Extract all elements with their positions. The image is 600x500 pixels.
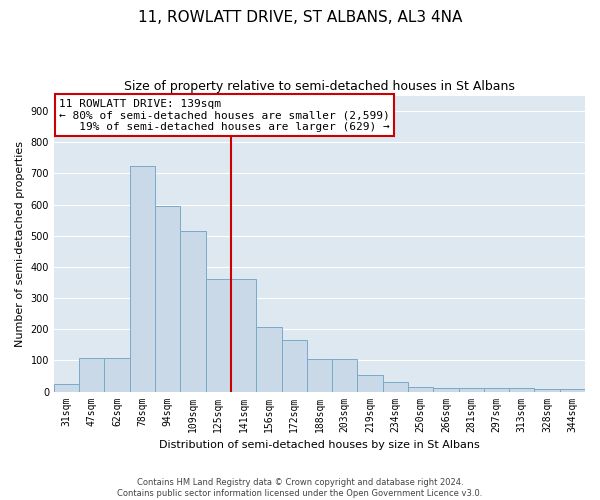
Bar [231,280,256,392]
Bar [433,388,458,392]
Bar [206,280,231,392]
Bar [358,376,383,392]
Bar [509,388,535,392]
Bar [383,382,408,392]
Bar [484,388,509,392]
Bar [256,326,281,392]
Bar [332,360,358,392]
Text: 11, ROWLATT DRIVE, ST ALBANS, AL3 4NA: 11, ROWLATT DRIVE, ST ALBANS, AL3 4NA [138,10,462,25]
Bar [535,390,560,392]
Y-axis label: Number of semi-detached properties: Number of semi-detached properties [15,140,25,346]
Bar [54,384,79,392]
Text: 11 ROWLATT DRIVE: 139sqm
← 80% of semi-detached houses are smaller (2,599)
   19: 11 ROWLATT DRIVE: 139sqm ← 80% of semi-d… [59,98,390,132]
X-axis label: Distribution of semi-detached houses by size in St Albans: Distribution of semi-detached houses by … [159,440,480,450]
Bar [281,340,307,392]
Text: Contains HM Land Registry data © Crown copyright and database right 2024.
Contai: Contains HM Land Registry data © Crown c… [118,478,482,498]
Title: Size of property relative to semi-detached houses in St Albans: Size of property relative to semi-detach… [124,80,515,93]
Bar [181,231,206,392]
Bar [408,386,433,392]
Bar [104,358,130,392]
Bar [307,360,332,392]
Bar [155,206,181,392]
Bar [560,390,585,392]
Bar [79,358,104,392]
Bar [130,166,155,392]
Bar [458,388,484,392]
